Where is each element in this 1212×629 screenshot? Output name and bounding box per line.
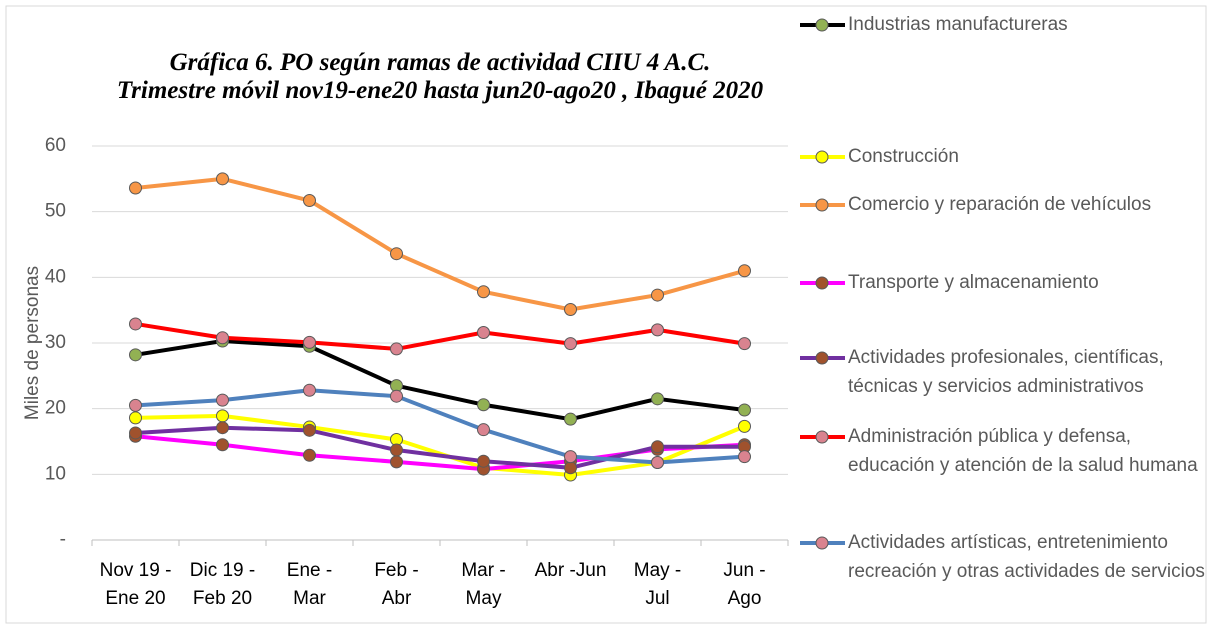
marker: [390, 455, 403, 469]
legend-label: Transporte y almacenamiento: [848, 272, 1099, 293]
marker: [738, 337, 751, 351]
legend-marker: [815, 18, 829, 32]
chart-frame: [5, 5, 1207, 624]
marker: [738, 450, 751, 464]
marker: [651, 392, 664, 406]
x-tick-label: Mar - May: [461, 560, 506, 609]
marker: [390, 342, 403, 356]
marker: [303, 423, 316, 437]
marker: [477, 325, 490, 339]
chart-subtitle: Trimestre móvil nov19-ene20 hasta jun20-…: [116, 77, 764, 104]
series-line: [135, 388, 745, 465]
y-tick-label: 10: [45, 463, 66, 484]
x-tick-label: Dic 19 - Feb 20: [189, 560, 256, 609]
marker: [216, 421, 229, 435]
marker: [129, 317, 142, 331]
marker: [477, 454, 490, 468]
marker: [390, 247, 403, 261]
legend-label: Construcción: [848, 146, 959, 167]
legend-marker: [815, 536, 829, 550]
marker: [477, 423, 490, 437]
marker: [564, 461, 577, 475]
x-tick-label: May - Jul: [633, 560, 682, 609]
x-tick-label: Feb - Abr: [374, 560, 419, 609]
marker: [651, 323, 664, 337]
x-tick-label: Jun - Ago: [723, 560, 766, 609]
marker: [651, 456, 664, 470]
marker: [129, 348, 142, 362]
y-tick-label: 40: [45, 266, 66, 287]
marker: [564, 303, 577, 317]
marker: [303, 194, 316, 208]
marker: [303, 335, 316, 349]
legend-marker: [815, 198, 829, 212]
marker: [738, 419, 751, 433]
y-tick-label: 60: [45, 135, 66, 156]
legend-label: Comercio y reparación de vehículos: [848, 194, 1152, 215]
legend-label: Actividades profesionales, científicas, …: [848, 347, 1164, 397]
legend-label: Administración pública y defensa, educac…: [848, 426, 1198, 476]
marker: [129, 398, 142, 412]
series-line: [135, 176, 746, 312]
chart-title: Gráfica 6. PO según ramas de actividad C…: [169, 49, 711, 76]
marker: [216, 172, 229, 186]
marker: [390, 443, 403, 457]
marker: [477, 398, 490, 412]
marker: [216, 438, 229, 452]
marker: [303, 383, 316, 397]
legend-label: Industrias manufactureras: [848, 14, 1068, 35]
marker: [216, 409, 229, 423]
y-tick-label: 30: [45, 332, 66, 353]
marker: [738, 264, 751, 278]
marker: [738, 403, 751, 417]
x-tick-label: Ene - Mar: [286, 560, 333, 609]
y-tick-label: -: [60, 529, 66, 550]
marker: [390, 389, 403, 403]
marker: [129, 426, 142, 440]
marker: [216, 331, 229, 345]
x-tick-label: Nov 19 - Ene 20: [99, 560, 172, 609]
legend-marker: [815, 430, 829, 444]
series-line: [135, 425, 745, 470]
x-tick-label: Abr -Jun: [534, 560, 607, 581]
legend-marker: [815, 351, 829, 365]
y-tick-label: 50: [45, 201, 66, 222]
marker: [303, 448, 316, 462]
marker: [564, 337, 577, 351]
marker: [129, 181, 142, 195]
legend-marker: [815, 276, 829, 290]
y-axis-label: Miles de personas: [22, 266, 43, 420]
legend-marker: [815, 150, 829, 164]
marker: [564, 412, 577, 426]
marker: [477, 285, 490, 299]
marker: [564, 450, 577, 464]
y-tick-label: 20: [45, 398, 66, 419]
marker: [129, 411, 142, 425]
legend-label: Actividades artísticas, entretenimiento …: [848, 532, 1205, 582]
series-line: [135, 339, 745, 422]
marker: [651, 440, 664, 454]
marker: [651, 288, 664, 302]
series-line: [135, 321, 745, 351]
marker: [216, 393, 229, 407]
